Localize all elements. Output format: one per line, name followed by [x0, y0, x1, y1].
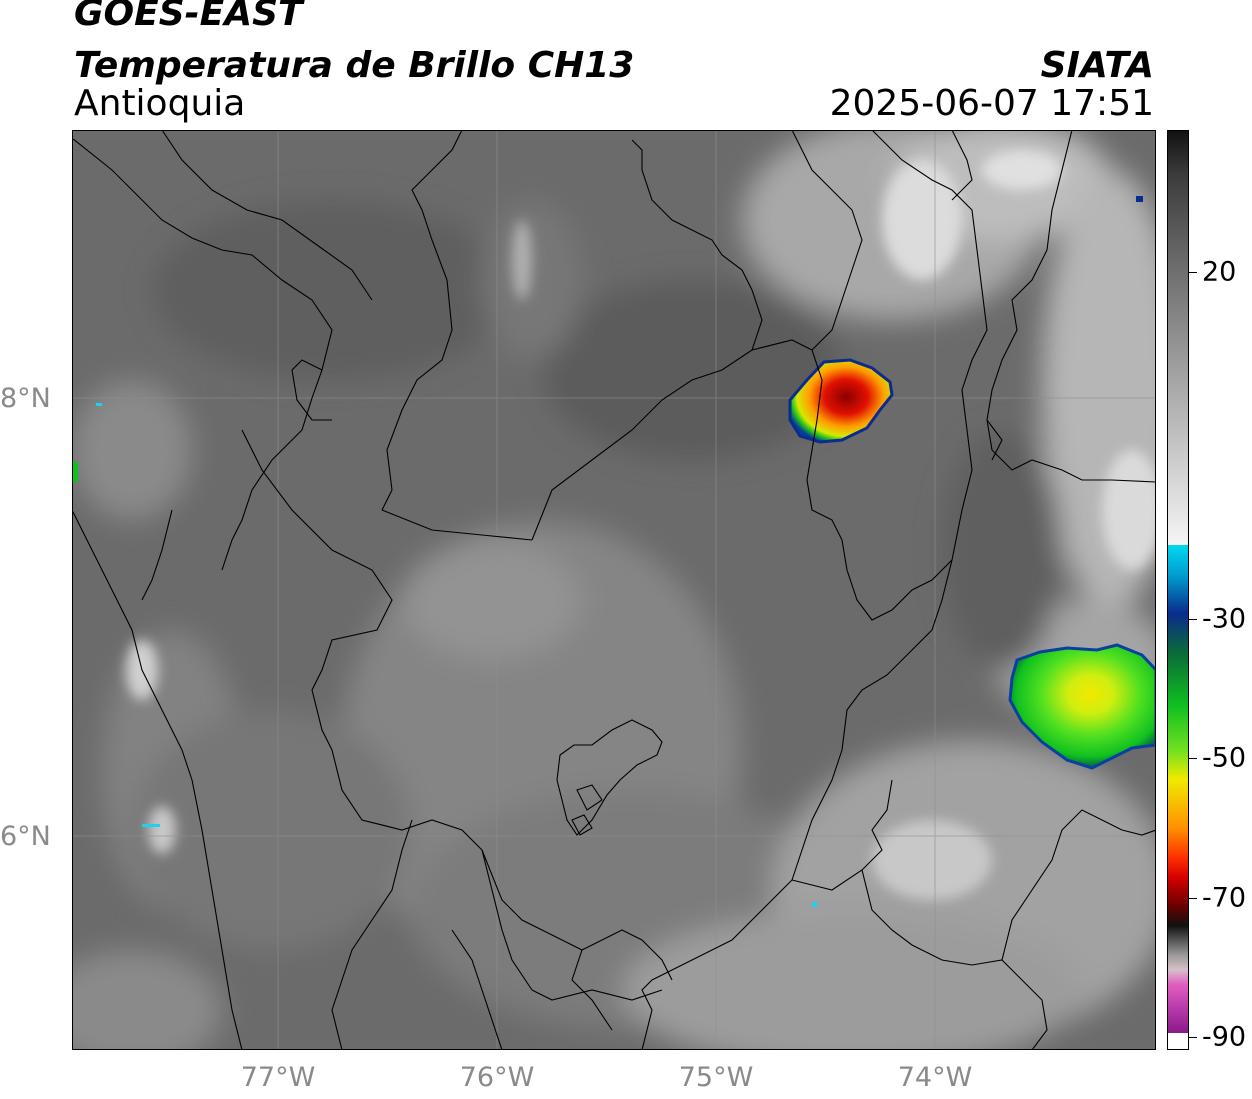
small-cold-spots — [72, 196, 1143, 907]
colorbar-label-minus50: -50 — [1202, 742, 1247, 774]
lon-label-75w: 75°W — [678, 1062, 754, 1093]
colorbar-label-20: 20 — [1202, 256, 1237, 288]
map-canvas — [72, 130, 1156, 1050]
colorbar-tick — [1189, 272, 1197, 273]
satellite-map[interactable] — [72, 130, 1156, 1050]
colorbar-label-minus90: -90 — [1202, 1021, 1247, 1053]
colorbar-gray-ramp — [1168, 131, 1188, 545]
colorbar-cold-ramp — [1168, 545, 1188, 1033]
storm-cell-north — [788, 358, 894, 444]
boundaries — [72, 130, 1156, 1050]
datetime-label: 2025-06-07 17:51 — [829, 83, 1154, 124]
lon-label-74w: 74°W — [897, 1062, 973, 1093]
colorbar-tick — [1189, 619, 1197, 620]
colorbar-tick — [1189, 1037, 1197, 1038]
lat-label-8n: 8°N — [0, 383, 51, 414]
colorbar-label-minus70: -70 — [1202, 882, 1247, 914]
colorbar — [1167, 130, 1189, 1050]
organization-label: SIATA — [1040, 45, 1154, 86]
colorbar-label-minus30: -30 — [1202, 603, 1247, 635]
lon-label-76w: 76°W — [459, 1062, 535, 1093]
colorbar-tick — [1189, 898, 1197, 899]
product-title: Temperatura de Brillo CH13 — [74, 45, 635, 86]
region-label: Antioquia — [74, 83, 246, 124]
gridlines — [72, 130, 1156, 1050]
storm-cell-east — [1008, 643, 1156, 770]
colorbar-tick — [1189, 758, 1197, 759]
cloud-texture — [72, 130, 1156, 1050]
lon-label-77w: 77°W — [240, 1062, 316, 1093]
lat-label-6n: 6°N — [0, 821, 51, 852]
satellite-title: GOES-EAST — [74, 0, 303, 34]
